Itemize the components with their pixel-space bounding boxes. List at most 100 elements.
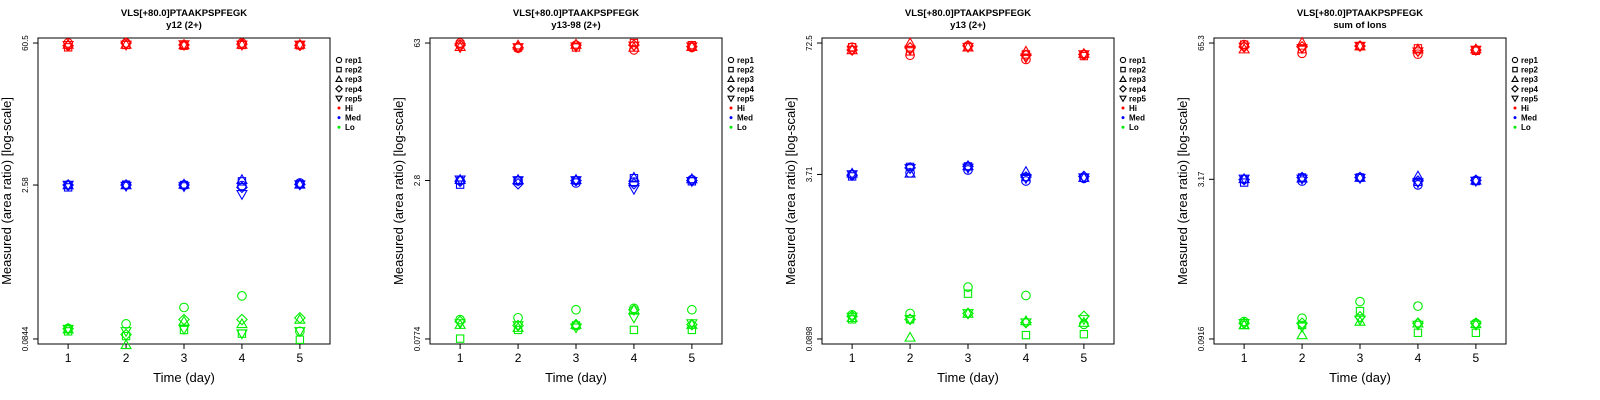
data-point-lo-rep5-day2 [512, 321, 524, 332]
data-point-med-rep3-day3 [1354, 171, 1366, 182]
data-point-hi-rep5-day3 [178, 40, 190, 51]
data-point-hi-rep5-day4 [1412, 47, 1424, 58]
legend-label-hi: Hi [737, 104, 745, 113]
x-tick-label: 1 [1241, 351, 1248, 365]
x-axis-label: Time (day) [1329, 370, 1391, 385]
data-point-med-rep3-day5 [1469, 174, 1482, 185]
data-point-med-rep5-day3 [962, 163, 974, 174]
data-point-hi-rep5-day5 [1077, 50, 1090, 61]
data-point-lo-rep4-day5 [293, 311, 306, 324]
legend-label-lo: Lo [345, 123, 355, 132]
data-point-hi-rep1-day1 [455, 38, 465, 48]
legend-marker-rep1 [335, 56, 343, 64]
data-point-lo-rep4-day4 [235, 313, 248, 326]
data-point-lo-rep5-day2 [120, 327, 132, 338]
data-point-hi-rep3-day5 [1469, 43, 1482, 54]
data-point-med-rep4-day4 [235, 181, 248, 194]
data-point-lo-rep1-day2 [121, 319, 131, 329]
legend-label-rep2: rep2 [1521, 66, 1538, 75]
y-tick-label: 60.5 [21, 35, 30, 51]
legend-label-rep2: rep2 [737, 66, 754, 75]
legend-marker-rep4 [1119, 84, 1127, 93]
data-point-med-rep3-day4 [236, 173, 248, 185]
data-point-med-rep3-day2 [904, 167, 916, 178]
legend-marker-rep3 [335, 75, 343, 82]
data-point-hi-rep5-day2 [1296, 44, 1308, 55]
y-tick-label: 0.0774 [413, 326, 422, 351]
legend-marker-rep3 [1119, 75, 1127, 82]
x-tick-label: 4 [631, 351, 638, 365]
data-point-med-rep1-day4 [237, 180, 247, 191]
legend-label-rep5: rep5 [345, 94, 362, 103]
data-point-lo-rep5-day5 [1469, 320, 1482, 332]
data-point-med-rep5-day1 [1238, 174, 1251, 185]
y-tick-label: 0.0844 [21, 326, 30, 351]
data-point-hi-rep5-day2 [904, 45, 916, 57]
data-point-lo-rep1-day3 [571, 304, 581, 315]
data-point-med-rep3-day2 [120, 178, 132, 190]
chart-subtitle: sum of Ions [1333, 20, 1386, 31]
data-point-med-rep4-day3 [178, 179, 190, 191]
data-point-hi-rep5-day5 [685, 42, 698, 53]
data-point-med-rep5-day1 [62, 180, 75, 192]
legend-label-lo: Lo [1521, 123, 1531, 132]
data-point-lo-rep1-day4 [1413, 301, 1423, 311]
data-point-med-rep4-day2 [1296, 171, 1309, 184]
data-point-hi-rep3-day1 [62, 38, 75, 49]
legend-dot-med [1513, 116, 1517, 120]
y-axis-label: Measured (area ratio) [log-scale] [783, 97, 798, 285]
legend-label-rep4: rep4 [737, 85, 754, 94]
data-point-med-rep5-day3 [570, 176, 582, 187]
data-point-med-rep4-day2 [512, 177, 525, 190]
data-point-lo-rep2-day4 [1021, 330, 1031, 340]
x-tick-label: 4 [239, 351, 246, 365]
chart-title: VLS[+80.0]PTAAKPSPFEGK [905, 8, 1031, 19]
legend-label-rep4: rep4 [1129, 85, 1146, 94]
legend-marker-rep2 [336, 66, 342, 73]
data-point-hi-rep3-day1 [846, 43, 859, 55]
y-tick-label: 3.17 [1197, 171, 1206, 187]
data-point-med-rep1-day4 [1413, 180, 1423, 190]
x-tick-label: 5 [1081, 351, 1088, 365]
legend-marker-rep4 [727, 84, 735, 93]
data-point-lo-rep5-day2 [904, 315, 916, 326]
data-point-med-rep5-day3 [1354, 173, 1366, 185]
data-point-lo-rep3-day4 [1412, 317, 1424, 328]
legend-label-rep3: rep3 [1521, 75, 1538, 84]
data-point-hi-rep3-day3 [1354, 40, 1366, 51]
legend-label-med: Med [737, 114, 753, 123]
data-point-lo-rep4-day3 [1354, 310, 1366, 323]
x-tick-label: 2 [907, 351, 914, 365]
legend-marker-rep1 [727, 56, 735, 64]
data-point-lo-rep5-day3 [570, 323, 582, 334]
data-point-lo-rep5-day2 [1296, 322, 1308, 333]
legend-marker-rep2 [1120, 66, 1126, 73]
legend-label-rep5: rep5 [737, 94, 754, 103]
legend-label-rep5: rep5 [1521, 94, 1538, 103]
legend-label-rep1: rep1 [737, 56, 754, 65]
legend-label-rep1: rep1 [1129, 56, 1146, 65]
data-point-hi-rep5-day2 [120, 40, 132, 51]
data-point-lo-rep4-day5 [1077, 310, 1090, 323]
data-point-med-rep5-day4 [1412, 178, 1424, 189]
data-point-lo-rep2-day3 [1355, 306, 1365, 316]
data-point-lo-rep1-day3 [179, 302, 189, 313]
data-point-med-rep5-day4 [628, 184, 640, 196]
data-point-lo-rep4-day3 [178, 313, 190, 326]
data-point-lo-rep1-day4 [237, 290, 247, 301]
data-point-lo-rep3-day2 [120, 338, 132, 350]
data-point-lo-rep5-day5 [293, 327, 306, 338]
x-tick-label: 5 [297, 351, 304, 365]
y-tick-label: 72.5 [805, 35, 814, 51]
legend-label-med: Med [345, 114, 361, 123]
data-point-med-rep3-day4 [1412, 170, 1424, 181]
data-point-lo-rep1-day5 [687, 304, 697, 315]
data-point-med-rep5-day2 [904, 164, 916, 175]
data-point-lo-rep2-day5 [687, 325, 697, 335]
y-axis-label: Measured (area ratio) [log-scale] [391, 97, 406, 285]
data-point-med-rep4-day4 [627, 177, 640, 190]
y-tick-label: 65.3 [1197, 35, 1206, 51]
data-point-hi-rep5-day3 [1354, 41, 1366, 53]
data-point-hi-rep5-day4 [236, 40, 248, 51]
